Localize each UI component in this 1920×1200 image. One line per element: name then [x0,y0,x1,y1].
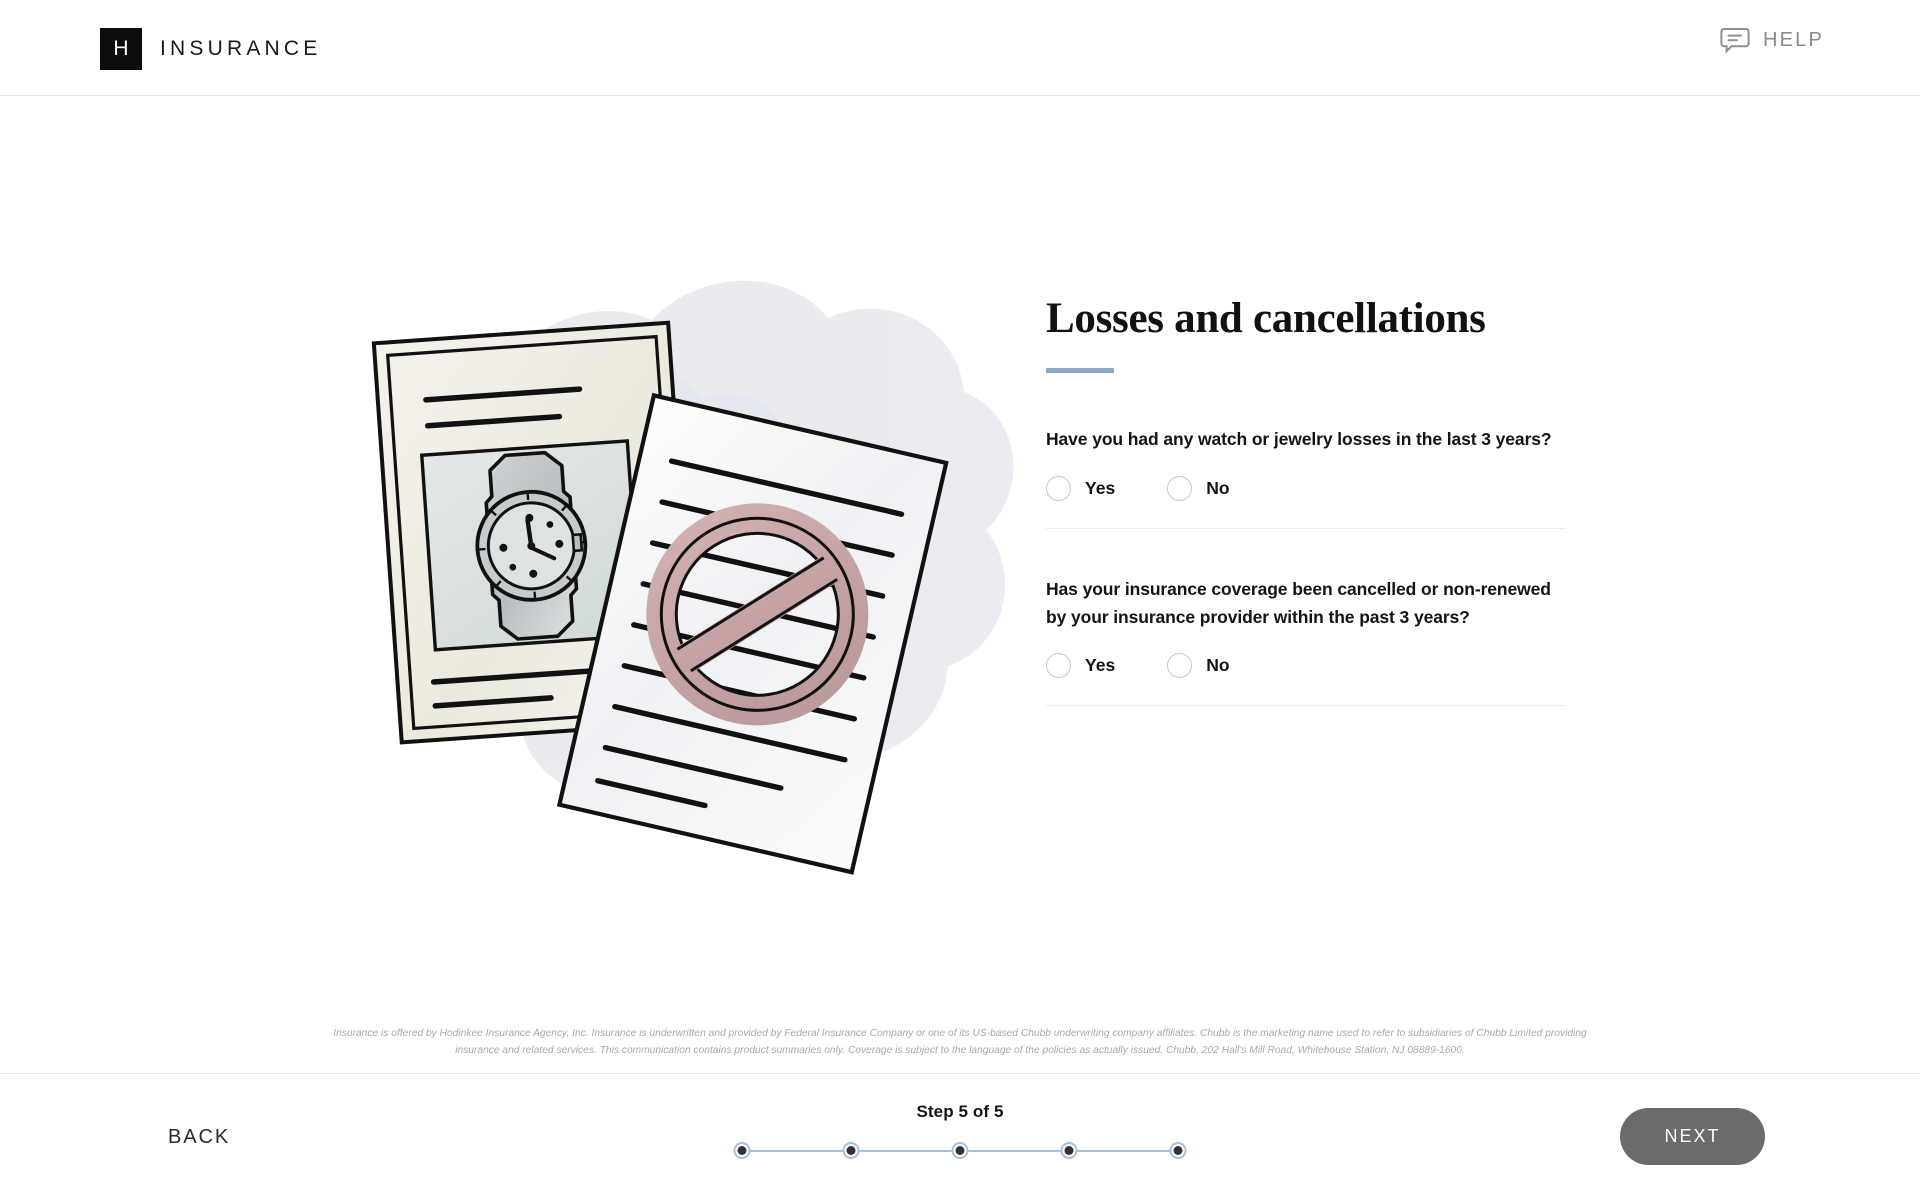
radio-circle-icon[interactable] [1167,653,1193,679]
help-label: HELP [1762,28,1824,51]
step-connector [750,1149,843,1152]
radio-group-losses: Yes No [1046,475,1566,529]
chat-bubble-icon [1720,26,1750,54]
step-dot-1[interactable] [733,1142,751,1159]
help-button[interactable]: HELP [1720,26,1824,54]
radio-option-label: No [1206,477,1230,498]
main-content: Losses and cancellations Have you had an… [0,96,1920,1073]
brand-mark-icon: H [100,28,142,70]
question-label: Has your insurance coverage been cancell… [1046,578,1551,628]
form-column: Losses and cancellations Have you had an… [1046,295,1566,707]
radio-circle-icon[interactable] [1046,475,1071,501]
step-connector [1077,1149,1170,1152]
brand-wordmark: INSURANCE [160,37,322,60]
step-dot-3[interactable] [951,1142,969,1159]
step-dot-track [733,1142,1187,1159]
next-button[interactable]: NEXT [1620,1108,1765,1165]
radio-option-cancellations-no[interactable]: No [1167,653,1230,679]
radio-option-cancellations-yes[interactable]: Yes [1046,653,1116,679]
radio-circle-icon[interactable] [1167,475,1193,501]
radio-group-cancellations: Yes No [1046,653,1566,707]
back-button[interactable]: BACK [168,1126,231,1148]
step-progress: Step 5 of 5 [733,1102,1187,1159]
step-dot-5[interactable] [1169,1142,1187,1159]
page-title: Losses and cancellations [1046,295,1486,342]
question-block-losses: Have you had any watch or jewelry losses… [1046,425,1566,529]
watch-document-prohibited-illustration [330,236,1020,876]
brand-logo[interactable]: H INSURANCE [100,28,321,70]
app-header: H INSURANCE HELP [0,0,1920,96]
title-accent-rule [1046,368,1114,374]
wizard-footer: BACK Step 5 of 5 NEXT [0,1073,1920,1200]
legal-disclaimer: Insurance is offered by Hodinkee Insuran… [333,1028,1587,1056]
step-connector [859,1149,952,1152]
radio-option-losses-no[interactable]: No [1167,475,1230,501]
question-block-cancellations: Has your insurance coverage been cancell… [1046,575,1566,707]
step-connector [968,1149,1061,1152]
step-dot-4[interactable] [1060,1142,1078,1159]
radio-circle-icon[interactable] [1046,653,1071,679]
step-dot-2[interactable] [842,1142,860,1159]
radio-option-losses-yes[interactable]: Yes [1046,475,1116,501]
radio-option-label: Yes [1085,477,1116,498]
step-label: Step 5 of 5 [916,1102,1004,1121]
radio-option-label: Yes [1085,655,1116,676]
radio-option-label: No [1206,655,1230,676]
question-label: Have you had any watch or jewelry losses… [1046,429,1552,450]
